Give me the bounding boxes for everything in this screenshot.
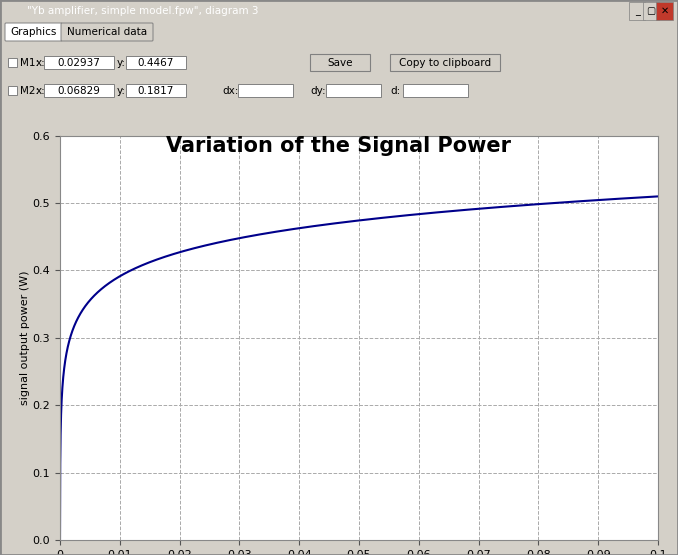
Bar xyxy=(326,84,381,97)
Text: M2:: M2: xyxy=(20,85,39,95)
Text: ✕: ✕ xyxy=(660,6,669,16)
Text: Numerical data: Numerical data xyxy=(67,27,147,37)
Text: Graphics: Graphics xyxy=(10,27,57,37)
Text: 0.1817: 0.1817 xyxy=(138,85,174,95)
Text: dx:: dx: xyxy=(222,85,239,95)
Text: x:: x: xyxy=(36,85,45,95)
Bar xyxy=(390,54,500,71)
Text: y:: y: xyxy=(117,85,126,95)
Bar xyxy=(629,2,645,20)
Bar xyxy=(310,54,370,71)
Y-axis label: signal output power (W): signal output power (W) xyxy=(20,270,30,405)
FancyBboxPatch shape xyxy=(61,23,153,41)
Bar xyxy=(44,56,114,69)
Text: _: _ xyxy=(635,6,640,16)
Text: 0.4467: 0.4467 xyxy=(138,58,174,68)
Text: Copy to clipboard: Copy to clipboard xyxy=(399,58,491,68)
Text: d:: d: xyxy=(390,85,400,95)
Text: Variation of the Signal Power: Variation of the Signal Power xyxy=(167,135,511,155)
Text: "Yb amplifier, simple model.fpw", diagram 3: "Yb amplifier, simple model.fpw", diagra… xyxy=(27,6,258,16)
Bar xyxy=(44,84,114,97)
Bar xyxy=(8,58,17,67)
Bar xyxy=(656,2,673,20)
Text: x:: x: xyxy=(36,58,45,68)
Text: 0.02937: 0.02937 xyxy=(58,58,100,68)
Bar xyxy=(643,2,659,20)
Bar xyxy=(8,86,17,95)
Bar xyxy=(403,84,468,97)
Text: y:: y: xyxy=(117,58,126,68)
Text: dy:: dy: xyxy=(310,85,325,95)
Text: ▢: ▢ xyxy=(646,6,656,16)
Text: M1:: M1: xyxy=(20,58,39,68)
Text: 0.06829: 0.06829 xyxy=(58,85,100,95)
Bar xyxy=(238,84,293,97)
Text: Save: Save xyxy=(327,58,353,68)
Bar xyxy=(126,84,186,97)
FancyBboxPatch shape xyxy=(5,23,62,41)
Bar xyxy=(126,56,186,69)
